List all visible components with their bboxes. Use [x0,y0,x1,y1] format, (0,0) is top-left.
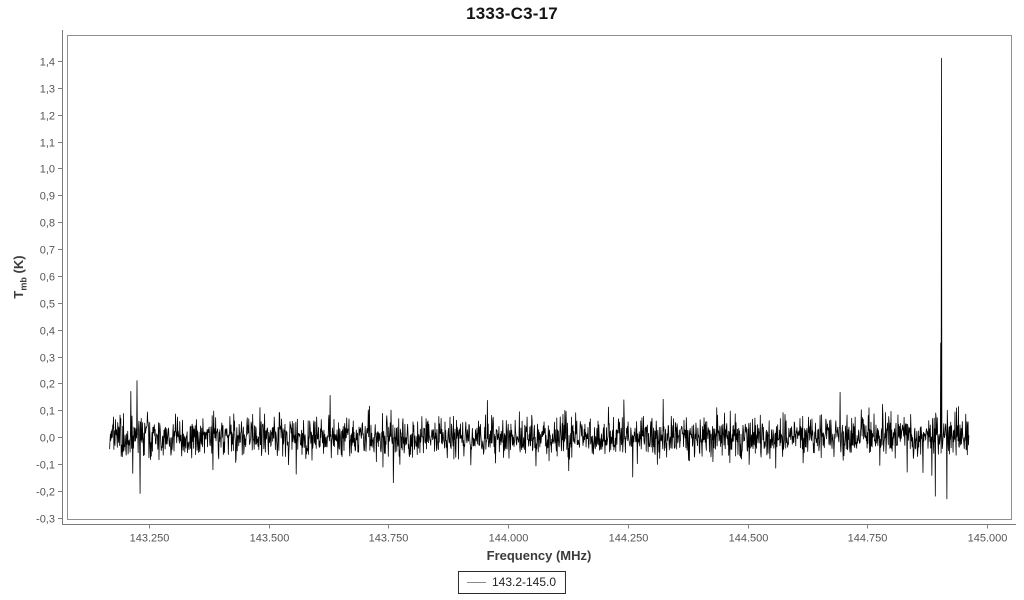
y-tick-label: 1,1 [40,138,55,150]
y-tick-label: 0,3 [40,353,55,365]
y-tick-label: 1,4 [40,57,55,69]
y-tick-label: -0,2 [36,487,55,499]
x-axis-label: Frequency (MHz) [486,548,592,563]
x-tick-label: 145.000 [968,533,1008,545]
x-tick-label: 144.000 [489,533,529,545]
y-tick-label: 1,2 [40,111,55,123]
series-group [109,57,970,500]
y-tick-label: 0,2 [40,379,55,391]
y-tick-label: 0,0 [40,433,55,445]
y-tick-label: 1,3 [40,84,55,96]
x-tick-label: 144.250 [609,533,649,545]
legend-line-swatch [466,581,486,583]
plot-border [67,35,1012,520]
x-tick-label: 144.750 [848,533,888,545]
y-tick-label: 0,9 [40,191,55,203]
legend-item-label: 143.2-145.0 [491,575,557,589]
x-tick-label: 143.750 [369,533,409,545]
y-axis: 1,4 1,3 1,2 1,1 1,0 0,9 0,8 0,7 0,6 0,5 0,4 0,3 0,2 0… [36,57,63,526]
y-tick-label: 0,5 [40,299,55,311]
x-axis: 143.250 143.500 143.750 144.000 144.250 144.5… [130,524,1008,545]
y-tick-label: 1,0 [40,164,55,176]
legend: 143.2-145.0 [457,571,567,594]
y-tick-label: 0,7 [40,245,55,257]
plot-frame [62,30,1016,525]
x-tick-label: 143.250 [130,533,170,545]
chart-title: 1333-C3-17 [466,4,558,23]
series-path [109,57,970,500]
y-tick-label: 0,1 [40,406,55,418]
y-tick-label: 0,4 [40,326,55,338]
y-tick-label: -0,3 [36,514,55,526]
y-tick-label: -0,1 [36,460,55,472]
y-tick-label: 0,8 [40,218,55,230]
y-tick-label: 0,6 [40,272,55,284]
x-tick-label: 143.500 [250,533,290,545]
x-tick-label: 144.500 [729,533,769,545]
